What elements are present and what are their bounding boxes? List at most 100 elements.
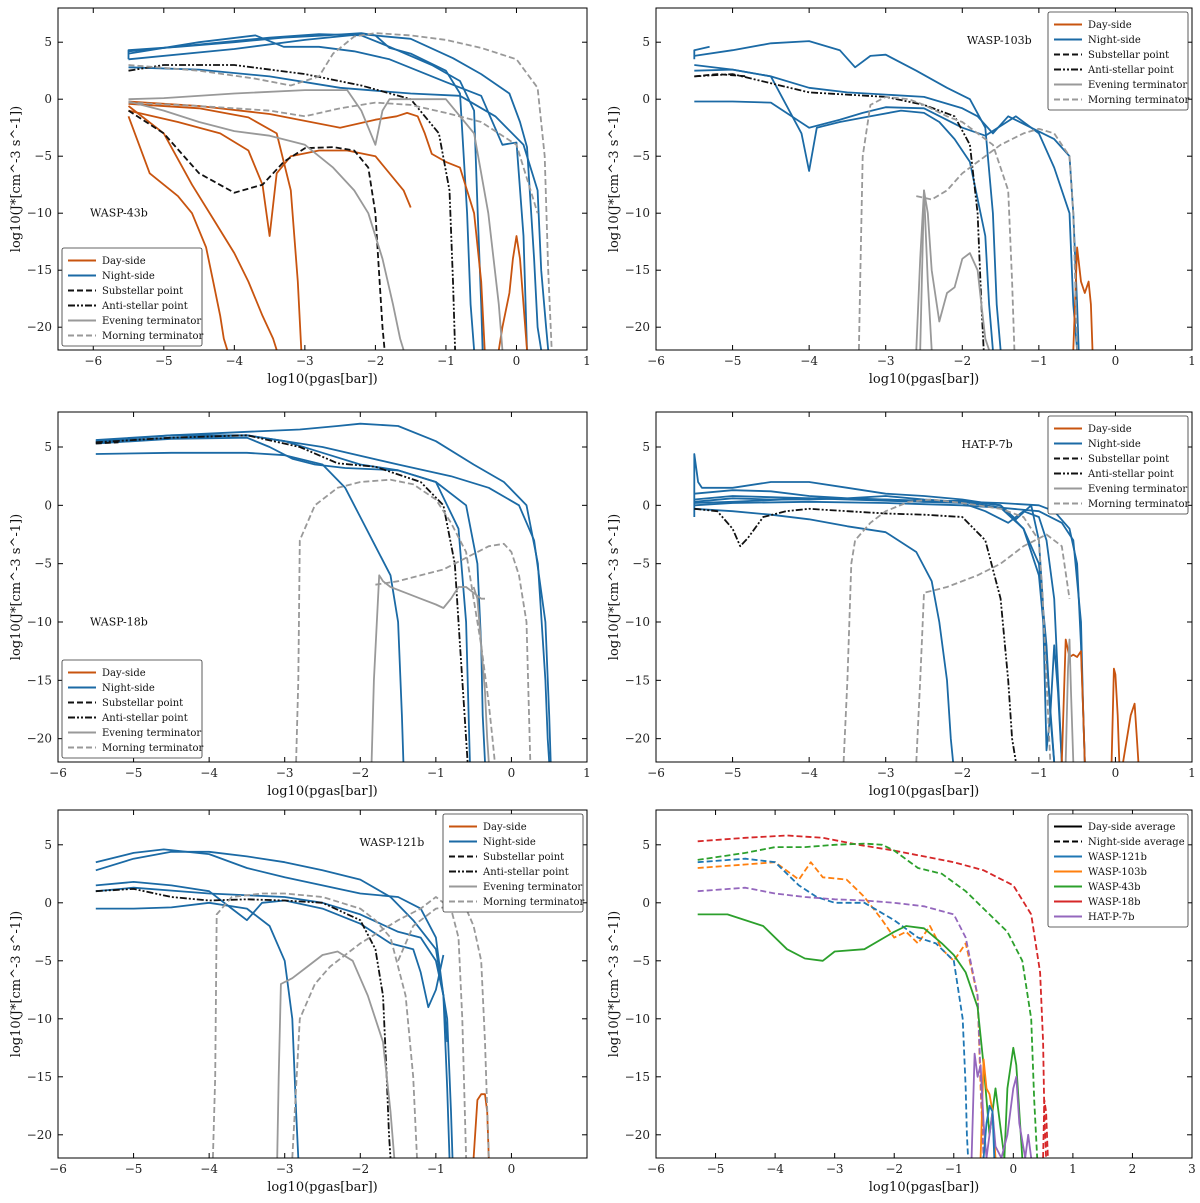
y-tick-label: 0 [44,498,52,512]
y-axis-label: log10(J*[cm^-3 s^-1]) [607,106,622,252]
y-tick-label: −5 [34,557,52,571]
legend-label-c_hatp7b: HAT-P-7b [1088,912,1134,923]
y-tick-label: −20 [27,1128,52,1142]
x-tick-label: −6 [647,354,665,368]
legend-label-evening: Evening terminator [102,728,201,739]
y-tick-label: −5 [632,557,650,571]
legend-label-c_wasp103b: WASP-103b [1088,867,1147,878]
series-line-evening-7 [276,950,396,1158]
panel-hatp7b: −6 −5 −4 −3 −2 −1 0 150−5−10−15−20log10(pgas[ba… [607,411,1196,799]
legend-label-morning: Morning terminator [483,897,585,908]
series-line-day-8 [1110,667,1121,762]
planet-label: WASP-121b [360,836,425,849]
series-line-night-2 [694,507,954,762]
x-tick-label: −1 [427,766,445,780]
legend-label-substellar: Substellar point [102,286,183,297]
series-group [697,834,1049,1158]
legend-label-substellar: Substellar point [102,698,183,709]
legend-box [61,247,203,347]
y-tick-label: 0 [642,896,650,910]
x-axis-label: log10(pgas[bar]) [869,372,980,387]
y-tick-label: 0 [642,92,650,106]
x-tick-label: −5 [125,1162,143,1176]
x-tick-label: −4 [766,1162,784,1176]
series-line-morning-10 [375,542,532,762]
x-tick-label: 0 [1112,354,1120,368]
series-line-evening-13 [128,100,405,350]
series-line-evening-8 [919,189,990,350]
y-tick-label: −20 [625,732,650,746]
legend-label-antistellar: Anti-stellar point [1087,469,1174,480]
series-line-day-7 [128,109,412,237]
series-line-morning-9 [291,896,467,1158]
panel-wasp121b: −6 −5 −4 −3 −2 −1 050−5−10−15−20log10(pgas[bar… [9,809,588,1195]
x-tick-label: −5 [707,1162,725,1176]
y-tick-label: −5 [34,149,52,163]
legend-label-c_wasp121b: WASP-121b [1088,852,1147,863]
x-tick-label: −6 [84,354,102,368]
series-line-evening-11 [1064,638,1075,762]
y-tick-label: −15 [27,673,52,687]
legend: Day-side Night-side Substellar point Anti-s… [442,813,585,913]
x-tick-label: −6 [647,766,665,780]
y-tick-label: −5 [632,149,650,163]
legend-label-substellar: Substellar point [1088,454,1169,465]
series-line-antistellar-12 [128,64,456,350]
panel-wasp103b: −6 −5 −4 −3 −2 −1 0 150−5−10−15−20log10(pgas[ba… [607,7,1196,387]
series-line-avg_night-2 [697,861,985,1158]
y-tick-label: −20 [27,732,52,746]
x-tick-label: −1 [427,1162,445,1176]
x-axis-label: log10(pgas[bar]) [869,1180,980,1195]
planet-label: WASP-103b [967,34,1032,47]
x-tick-label: −3 [276,1162,294,1176]
series-line-morning-13 [915,533,1071,762]
y-tick-label: −10 [27,1012,52,1026]
legend-label-evening: Evening terminator [483,882,582,893]
y-axis-label: log10(J*[cm^-3 s^-1]) [9,514,24,660]
series-line-morning-16 [128,101,539,214]
legend-label-morning: Morning terminator [102,331,204,342]
series-line-evening-9 [915,189,933,350]
legend-label-c_wasp43b: WASP-43b [1088,882,1141,893]
x-tick-label: 0 [1010,1162,1018,1176]
y-tick-label: −15 [27,1070,52,1084]
x-tick-label: 0 [1112,766,1120,780]
series-line-night-0 [693,45,710,60]
legend-label-evening: Evening terminator [1088,484,1187,495]
plot-frame [57,809,588,1159]
series-line-avg_day-5 [697,913,1024,1158]
panel-wasp43b: −6 −5 −4 −3 −2 −1 0 150−5−10−15−20log10(pgas[ba… [9,7,591,387]
y-tick-label: 5 [642,440,650,454]
series-line-day-5 [1072,246,1094,350]
legend-label-day: Day-side [1088,424,1132,435]
y-axis-label: log10(J*[cm^-3 s^-1]) [9,911,24,1057]
y-tick-label: 5 [44,440,52,454]
series-line-night-3 [128,33,543,350]
planet-label: WASP-43b [90,207,148,220]
y-tick-label: 5 [44,838,52,852]
plot-frame [57,7,588,351]
legend-label-day: Day-side [1088,20,1132,31]
legend-label-night: Night-side [1088,35,1141,46]
x-tick-label: −3 [877,766,895,780]
series-group [693,453,1140,762]
legend-label-avg_day: Day-side average [1088,822,1176,833]
x-tick-label: 1 [1188,766,1196,780]
series-line-night-1 [128,33,484,350]
y-tick-label: −10 [625,1012,650,1026]
series-line-antistellar-6 [95,434,469,762]
x-tick-label: −3 [826,1162,844,1176]
plot-frame [655,809,1193,1159]
series-line-evening-14 [128,89,504,350]
series-line-night-3 [694,100,1078,350]
series-line-night-4 [95,886,449,1043]
x-tick-label: −1 [945,1162,963,1176]
x-tick-label: −6 [49,1162,67,1176]
series-group [127,32,553,350]
x-axis-label: log10(pgas[bar]) [267,372,378,387]
x-tick-label: −1 [1030,766,1048,780]
legend-label-night: Night-side [483,837,536,848]
series-line-day-10 [497,235,528,350]
x-tick-label: 1 [1069,1162,1077,1176]
x-tick-label: −2 [367,354,385,368]
